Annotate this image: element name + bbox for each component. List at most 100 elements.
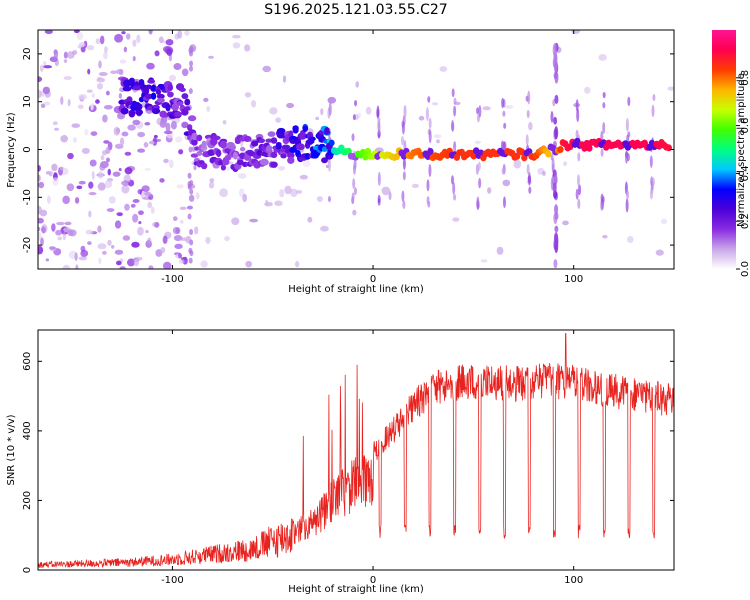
heatmap-cell [554,94,559,104]
heatmap-cell [244,44,251,52]
heatmap-cell [124,167,133,175]
heatmap-cell [81,147,90,155]
heatmap-cell [667,86,674,91]
heatmap-cell [116,212,123,217]
heatmap-cell [78,93,88,101]
heatmap-cell [76,185,83,190]
heatmap-cell [178,149,184,155]
heatmap-cell [194,146,200,151]
heatmap-cell [327,96,337,104]
heatmap-cell [179,206,187,211]
colorbar-tick-label: 0.4 [740,165,750,181]
heatmap-cell [148,265,154,269]
heatmap-cell [133,258,140,267]
heatmap-cell [625,150,629,164]
heatmap-cell [188,194,195,202]
heatmap-cell [188,88,193,95]
heatmap-cell [476,107,480,115]
heatmap-cell [451,119,455,132]
spectrogram-y-tick-label: 20 [22,48,33,61]
heatmap-cell [474,140,482,144]
heatmap-cell [184,98,191,106]
heatmap-cell [124,203,130,211]
spectrogram-x-ticks: -100 0 100 [161,30,583,285]
heatmap-cell [146,62,155,70]
heatmap-cell [426,195,430,205]
heatmap-cell [178,252,182,259]
heatmap-cell [578,184,582,196]
heatmap-cell [230,144,236,151]
colorbar-tick-label: 0.8 [740,70,750,86]
heatmap-cell [545,150,552,158]
heatmap-cell [41,226,46,234]
heatmap-cell [135,109,144,116]
heatmap-cell [115,69,124,75]
heatmap-cell [181,93,189,100]
heatmap-cell [162,235,168,245]
heatmap-cell [201,140,207,149]
heatmap-cell [119,59,127,64]
heatmap-cell [114,33,124,43]
heatmap-cell [91,93,96,98]
heatmap-cell [97,171,104,179]
heatmap-cell [98,257,102,265]
heatmap-cell [63,76,72,81]
heatmap-cell [553,58,558,72]
heatmap-cell [328,102,332,116]
heatmap-cell [46,170,54,175]
heatmap-cell [236,159,244,166]
heatmap-cell [173,63,182,71]
heatmap-cell [652,93,656,102]
heatmap-cell [496,246,504,255]
heatmap-cell [44,30,53,35]
heatmap-cell [178,259,185,264]
snr-x-tick-label: -100 [161,575,184,586]
heatmap-cell [43,65,53,69]
heatmap-cell [602,234,608,239]
heatmap-cell [554,225,559,233]
heatmap-cell [57,236,62,241]
heatmap-cell [106,157,110,163]
heatmap-cell [90,131,98,136]
heatmap-cell [352,164,356,175]
heatmap-cell [163,130,173,135]
heatmap-cell [281,144,291,150]
heatmap-cell [251,140,259,147]
heatmap-cell [377,120,381,134]
chart-title: S196.2025.121.03.55.C27 [264,2,447,18]
heatmap-cell [518,148,526,156]
heatmap-cell [104,180,113,189]
heatmap-cell [97,182,106,191]
heatmap-cell [554,204,559,215]
heatmap-cell [137,131,146,138]
heatmap-cell [38,181,45,189]
heatmap-cell [352,114,356,121]
heatmap-cell [503,122,507,129]
heatmap-cell [320,225,329,232]
heatmap-cell [600,193,604,203]
heatmap-cell [106,208,115,212]
heatmap-cell [74,252,78,261]
heatmap-cell [428,129,432,144]
colorbar-gradient [712,30,736,269]
heatmap-cell [51,223,56,232]
spectrogram-x-tick-label: 100 [564,274,583,285]
spectrogram-y-ticks: -20 -10 0 10 20 [22,48,674,253]
heatmap-cell [154,50,160,57]
heatmap-cell [428,163,432,177]
heatmap-cell [453,193,457,201]
heatmap-cell [225,155,232,161]
heatmap-cell [144,93,153,100]
heatmap-cell [304,152,311,160]
heatmap-cell [78,180,86,185]
heatmap-cell [554,71,559,84]
heatmap-cell [189,188,194,195]
heatmap-cell [145,230,149,234]
spectrogram-x-tick-label: 0 [370,274,376,285]
heatmap-cell [189,250,194,257]
heatmap-cell [179,87,186,92]
heatmap-cell [453,97,457,105]
heatmap-cell [125,33,131,40]
heatmap-cell [38,245,44,255]
